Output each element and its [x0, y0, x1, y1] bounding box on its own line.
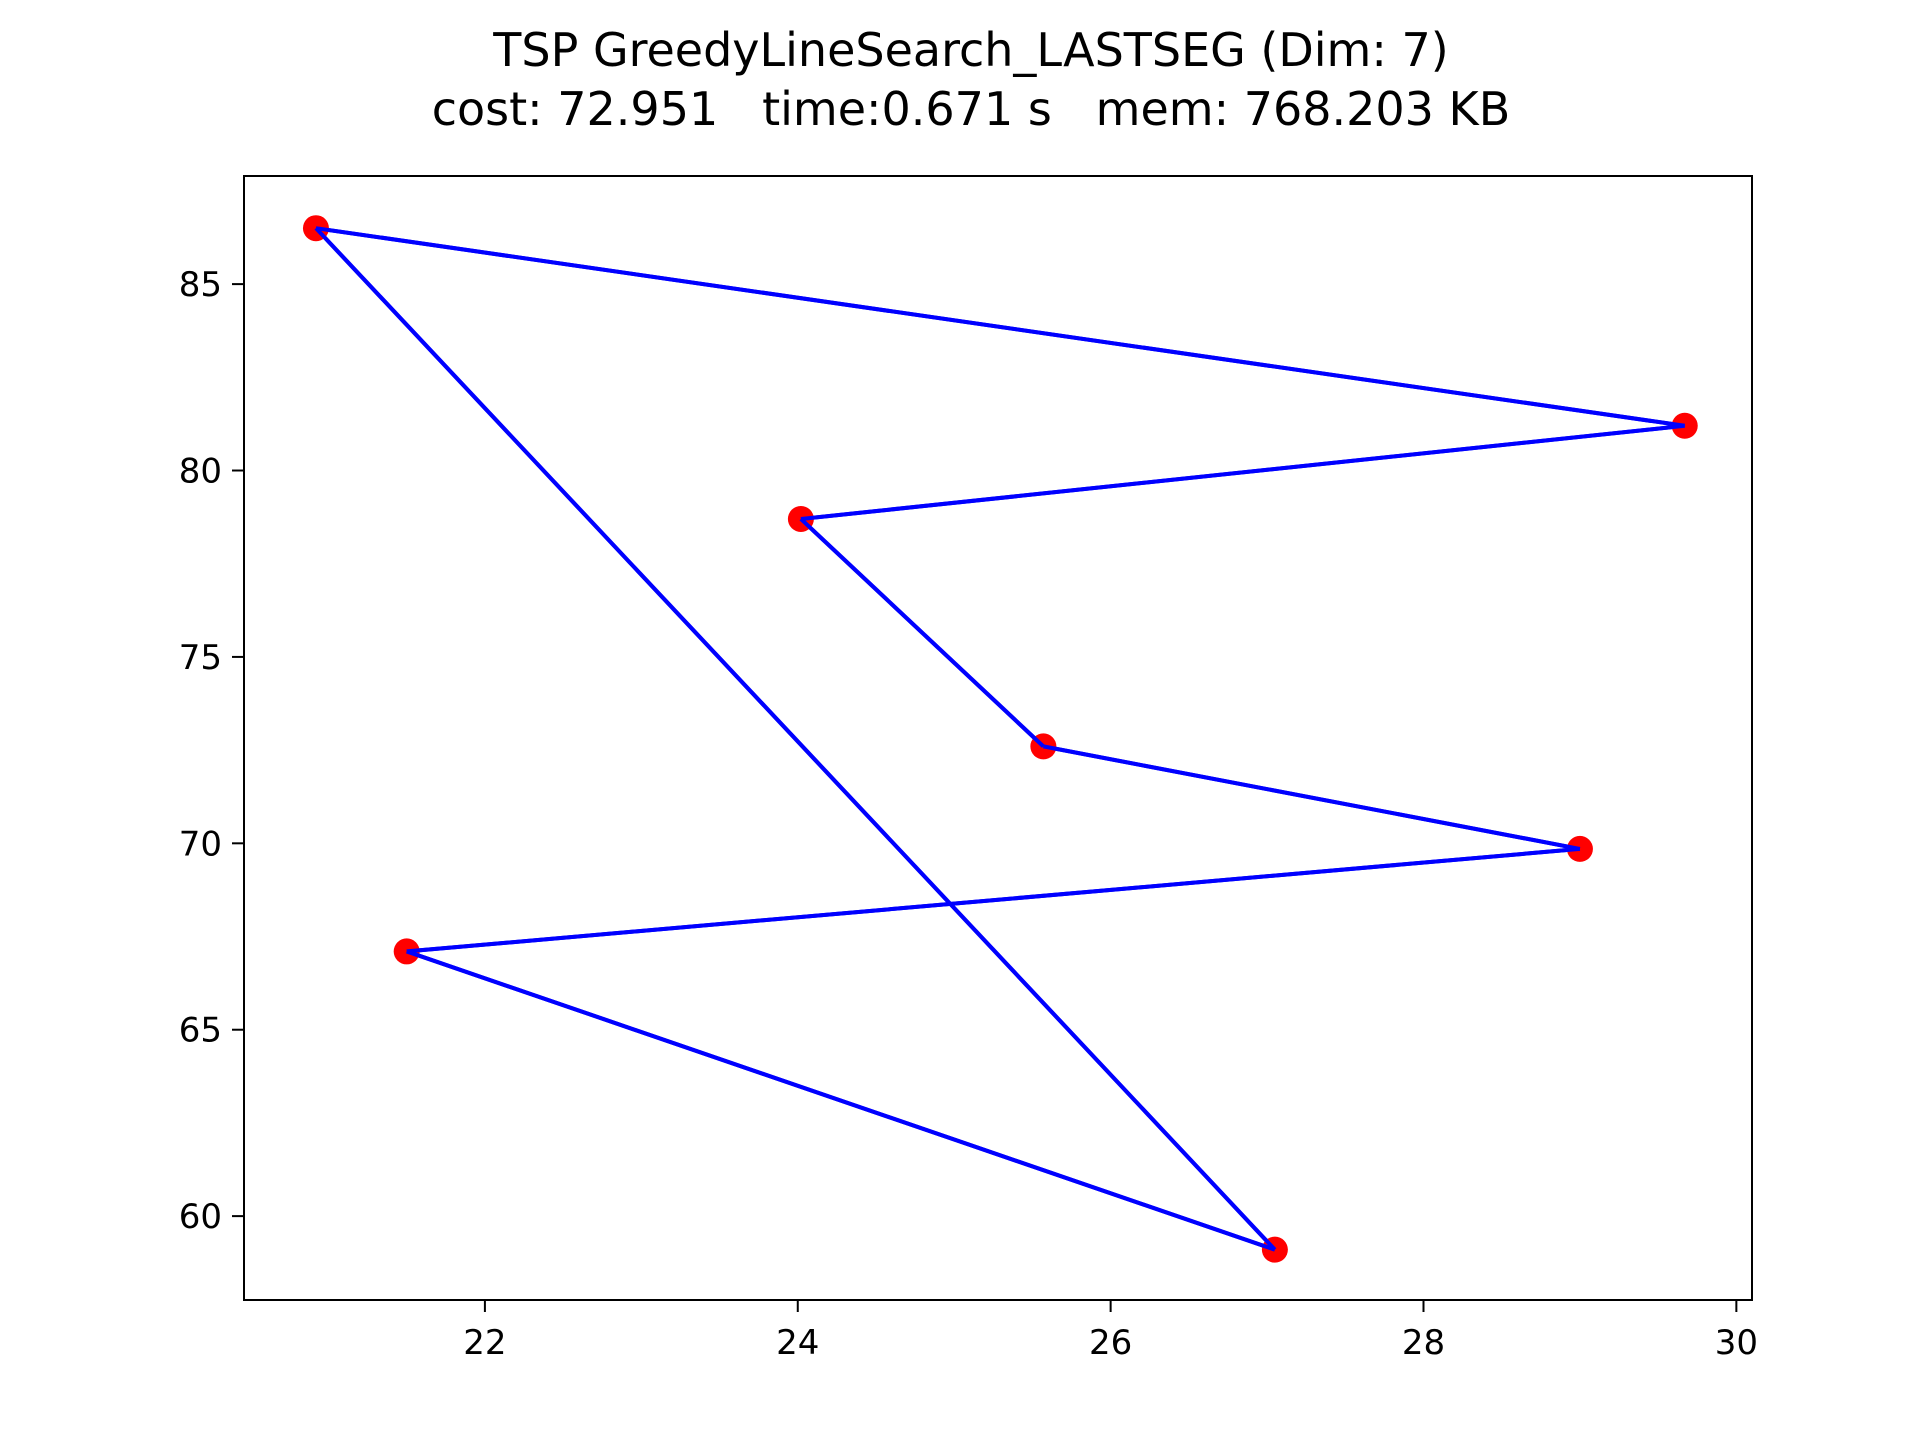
chart-title: TSP GreedyLineSearch_LASTSEG (Dim: 7) — [492, 23, 1448, 77]
route-segment-overlay — [314, 226, 1277, 1252]
y-tick-label: 60 — [179, 1197, 222, 1237]
route-segment-overlay — [406, 949, 1276, 1252]
x-tick-label: 26 — [1089, 1323, 1132, 1363]
route-points — [302, 215, 1698, 1263]
chart-subtitle: cost: 72.951 time:0.671 s mem: 768.203 K… — [432, 82, 1511, 136]
route-segment-overlay — [315, 226, 1686, 428]
x-axis: 22 24 26 28 30 — [463, 1300, 1758, 1363]
plot-area-frame — [243, 175, 1753, 1301]
y-tick-label: 75 — [179, 638, 222, 678]
y-tick-label: 70 — [179, 824, 222, 864]
y-tick-label: 80 — [179, 452, 222, 492]
y-tick-label: 85 — [179, 265, 222, 305]
route-segment-overlay — [800, 423, 1685, 521]
x-tick-label: 24 — [776, 1323, 819, 1363]
y-tick-label: 65 — [179, 1011, 222, 1051]
x-tick-label: 28 — [1402, 1323, 1445, 1363]
x-tick-label: 30 — [1715, 1323, 1758, 1363]
route-segment-overlay — [1042, 744, 1581, 851]
y-axis: 60 65 70 75 80 85 — [179, 265, 244, 1237]
route-segment-overlay — [406, 846, 1581, 954]
x-tick-label: 22 — [463, 1323, 506, 1363]
route-segment-overlay — [799, 517, 1045, 748]
route-lines — [313, 225, 1687, 1253]
